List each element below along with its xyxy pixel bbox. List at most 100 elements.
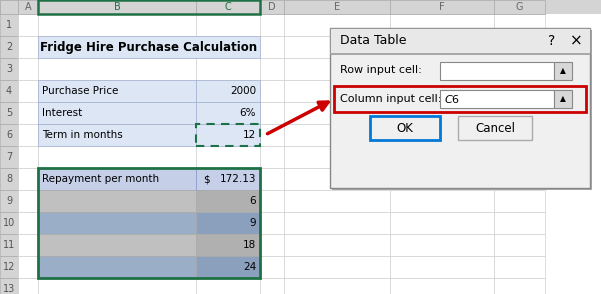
Text: Interest: Interest: [42, 108, 82, 118]
Bar: [0, 102, 18, 124]
Bar: [330, 28, 590, 188]
Text: 10: 10: [3, 218, 15, 228]
Bar: [494, 0, 545, 14]
Text: 11: 11: [3, 240, 15, 250]
Bar: [0, 80, 18, 102]
Bar: [390, 14, 494, 36]
Bar: [284, 58, 390, 80]
Bar: [390, 234, 494, 256]
Bar: [0, 58, 18, 80]
Bar: [494, 36, 545, 58]
Bar: [260, 14, 284, 36]
Bar: [390, 102, 494, 124]
Bar: [18, 212, 38, 234]
Text: 172.13: 172.13: [219, 174, 256, 184]
Bar: [196, 212, 260, 234]
Bar: [284, 190, 390, 212]
Text: Fridge Hire Purchase Calculation: Fridge Hire Purchase Calculation: [40, 41, 258, 54]
Text: Repayment per month: Repayment per month: [42, 174, 159, 184]
Bar: [390, 36, 494, 58]
Bar: [38, 102, 196, 124]
Text: A: A: [25, 2, 31, 12]
Bar: [38, 80, 196, 102]
Bar: [0, 0, 601, 14]
Text: D: D: [268, 2, 276, 12]
Bar: [196, 168, 260, 190]
Bar: [196, 80, 260, 102]
Bar: [38, 256, 196, 278]
Bar: [284, 36, 390, 58]
Text: 13: 13: [3, 284, 15, 294]
Bar: [494, 14, 545, 36]
Text: Purchase Price: Purchase Price: [42, 86, 118, 96]
Bar: [18, 256, 38, 278]
Bar: [196, 168, 260, 190]
Bar: [260, 58, 284, 80]
Bar: [18, 80, 38, 102]
Text: B: B: [114, 2, 120, 12]
Bar: [38, 190, 196, 212]
Text: 3: 3: [6, 64, 12, 74]
Bar: [330, 28, 590, 54]
Bar: [196, 190, 260, 212]
Text: ▲: ▲: [560, 66, 566, 76]
Bar: [0, 14, 18, 36]
Bar: [390, 80, 494, 102]
Bar: [390, 58, 494, 80]
Bar: [196, 14, 260, 36]
Bar: [18, 146, 38, 168]
Bar: [196, 36, 260, 58]
Text: 1: 1: [6, 20, 12, 30]
Bar: [196, 58, 260, 80]
Bar: [38, 146, 196, 168]
Bar: [38, 190, 196, 212]
Text: ▲: ▲: [560, 94, 566, 103]
Bar: [196, 256, 260, 278]
Bar: [18, 278, 38, 294]
Text: 5: 5: [6, 108, 12, 118]
Text: 12: 12: [3, 262, 15, 272]
Bar: [38, 14, 196, 36]
Bar: [38, 80, 196, 102]
Text: 18: 18: [243, 240, 256, 250]
Text: $: $: [203, 174, 209, 184]
Bar: [494, 190, 545, 212]
Bar: [18, 14, 38, 36]
Text: 8: 8: [6, 174, 12, 184]
Text: Column input cell:: Column input cell:: [340, 94, 441, 104]
Bar: [284, 168, 390, 190]
Bar: [38, 124, 196, 146]
Bar: [196, 102, 260, 124]
Bar: [0, 256, 18, 278]
Bar: [196, 256, 260, 278]
Bar: [196, 124, 260, 146]
Bar: [38, 0, 196, 14]
Bar: [196, 190, 260, 212]
Bar: [0, 234, 18, 256]
Text: G: G: [516, 2, 523, 12]
Text: 6: 6: [6, 130, 12, 140]
Bar: [554, 90, 572, 108]
Bar: [370, 116, 440, 140]
Text: 9: 9: [6, 196, 12, 206]
Bar: [18, 234, 38, 256]
Bar: [390, 278, 494, 294]
Bar: [196, 80, 260, 102]
Bar: [440, 62, 554, 80]
Bar: [284, 256, 390, 278]
Bar: [38, 168, 196, 190]
Bar: [440, 90, 554, 108]
Text: Row input cell:: Row input cell:: [340, 65, 422, 75]
Bar: [38, 168, 196, 190]
Bar: [18, 124, 38, 146]
Bar: [38, 58, 196, 80]
Bar: [196, 234, 260, 256]
Bar: [18, 190, 38, 212]
Bar: [330, 53, 590, 54]
Bar: [38, 256, 196, 278]
Bar: [38, 168, 260, 278]
Bar: [38, 102, 196, 124]
Text: ×: ×: [570, 34, 582, 49]
Bar: [0, 212, 18, 234]
Bar: [284, 14, 390, 36]
